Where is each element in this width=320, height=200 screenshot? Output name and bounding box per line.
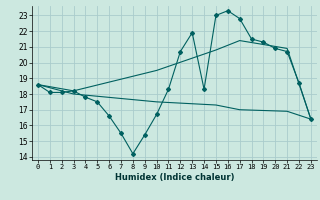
X-axis label: Humidex (Indice chaleur): Humidex (Indice chaleur) [115, 173, 234, 182]
